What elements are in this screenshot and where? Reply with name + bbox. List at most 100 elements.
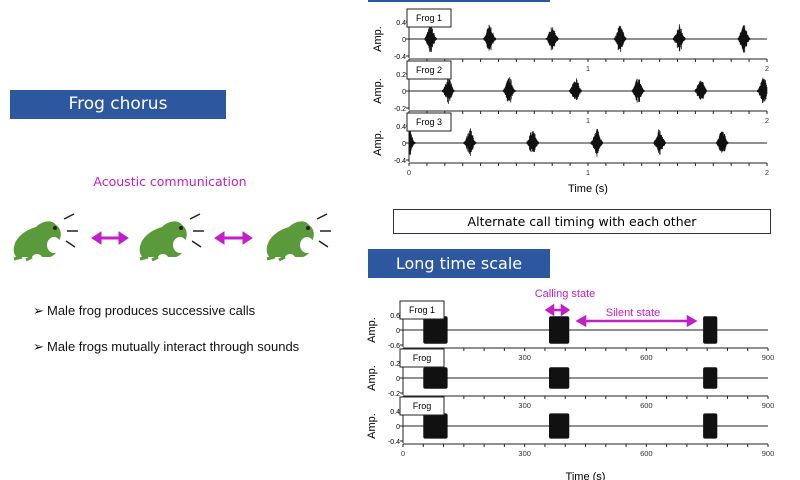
- bullet-marker-icon: ➢: [33, 303, 44, 318]
- bullet-marker-icon: ➢: [33, 339, 44, 354]
- calling-bout: [703, 367, 718, 389]
- y-tick-label: 0: [402, 37, 406, 44]
- frog-chorus-title: Frog chorus: [10, 90, 226, 119]
- frog-label: Frog 1: [416, 13, 442, 23]
- silent-state-label: Silent state: [606, 307, 660, 319]
- frog-row: [0, 205, 340, 265]
- call-burst: [483, 24, 496, 51]
- y-tick-label: -0.4: [388, 439, 400, 446]
- y-axis-label: Amp.: [372, 130, 384, 156]
- calling-bout: [703, 413, 718, 439]
- call-burst: [408, 129, 416, 155]
- call-burst: [672, 24, 686, 52]
- call-burst: [590, 128, 604, 157]
- y-tick-label: 0.4: [396, 20, 406, 27]
- frog-label: Frog 1: [409, 305, 435, 315]
- x-tick-label: 600: [640, 449, 653, 458]
- x-tick-label: 300: [518, 401, 531, 410]
- call-burst: [545, 27, 559, 51]
- y-axis-label: Amp.: [366, 317, 378, 343]
- frog-label: Frog 3: [416, 117, 442, 127]
- bullet-text: Male frog produces successive calls: [47, 303, 256, 318]
- frog-label-box: Frog: [399, 396, 445, 416]
- call-burst: [631, 78, 645, 103]
- x-tick-label: 1: [586, 168, 590, 177]
- call-burst: [441, 76, 455, 104]
- y-tick-label: 0.6: [390, 313, 400, 320]
- x-tick-label: 900: [762, 353, 775, 362]
- calling-state-arrow-icon: [544, 303, 571, 317]
- calling-bout: [549, 316, 570, 344]
- x-tick-label: 1: [586, 64, 590, 73]
- y-tick-label: 0: [396, 328, 400, 335]
- frog-label-border: [406, 112, 452, 132]
- y-tick-label: 0.4: [390, 409, 400, 416]
- bullet-item: ➢ Male frog produces successive calls: [33, 303, 255, 319]
- call-burst: [613, 25, 627, 52]
- silent-state-arrow-icon: [575, 314, 698, 328]
- frog-label-border: [399, 348, 445, 368]
- y-tick-label: 0: [402, 141, 406, 148]
- x-tick-label: 600: [640, 401, 653, 410]
- y-tick-label: -0.2: [388, 391, 400, 398]
- calling-bout: [703, 316, 718, 344]
- alternate-call-timing-box: Alternate call timing with each other: [393, 209, 771, 234]
- x-tick-label: 1: [586, 116, 590, 125]
- frog-label: Frog: [413, 401, 432, 411]
- call-burst: [653, 129, 666, 155]
- frog-icon: [13, 213, 78, 262]
- frog-label-border: [399, 396, 445, 416]
- frog-label-box: Frog 1: [406, 8, 452, 28]
- long-time-scale-title: Long time scale: [368, 249, 550, 278]
- x-tick-label: 2: [765, 168, 769, 177]
- calling-bout: [549, 367, 570, 389]
- x-tick-label: 300: [518, 449, 531, 458]
- x-tick-label: 600: [640, 353, 653, 362]
- y-tick-label: -0.4: [394, 54, 406, 61]
- x-axis-label: Time (s): [566, 471, 606, 480]
- bullet-item: ➢ Male frogs mutually interact through so…: [33, 339, 299, 355]
- y-tick-label: 0: [396, 424, 400, 431]
- y-tick-label: 0.4: [396, 124, 406, 131]
- x-tick-label: 300: [518, 353, 531, 362]
- x-tick-label: 900: [762, 449, 775, 458]
- call-burst: [502, 77, 516, 103]
- y-tick-label: -0.4: [394, 158, 406, 165]
- call-burst: [463, 128, 477, 156]
- frog-label: Frog: [413, 353, 432, 363]
- y-axis-label: Amp.: [366, 365, 378, 391]
- y-tick-label: 0: [396, 376, 400, 383]
- x-tick-label: 0: [407, 168, 411, 177]
- y-tick-label: 0.2: [390, 361, 400, 368]
- call-burst: [737, 25, 751, 53]
- calling-state-label: Calling state: [535, 288, 596, 300]
- acoustic-communication-label: Acoustic communication: [93, 174, 247, 189]
- calling-bout: [423, 413, 448, 439]
- x-tick-label: 900: [762, 401, 775, 410]
- frog-label-box: Frog: [399, 348, 445, 368]
- calling-bout: [423, 316, 448, 344]
- double-arrow-icon: [214, 231, 253, 245]
- frog-label-box: Frog 3: [406, 112, 452, 132]
- frog-label-border: [406, 60, 452, 80]
- call-burst: [757, 77, 768, 103]
- long-time-scale-chart: 0.6 0 -0.6 Amp. Frog 1 0 300 600 900 0.2 0 -0.2 Amp.…: [366, 288, 775, 480]
- x-axis-label: Time (s): [568, 183, 608, 195]
- y-axis-label: Amp.: [372, 78, 384, 104]
- frog-label-border: [399, 300, 445, 320]
- top-title-box: [368, 0, 550, 2]
- calling-bout: [549, 413, 570, 439]
- frog-label-box: Frog 2: [406, 60, 452, 80]
- call-burst: [526, 131, 539, 153]
- y-tick-label: 0: [402, 89, 406, 96]
- frog-label-box: Frog 1: [399, 300, 445, 320]
- call-burst: [715, 131, 729, 153]
- y-tick-label: -0.6: [388, 343, 400, 350]
- y-axis-label: Amp.: [366, 413, 378, 439]
- y-tick-label: -0.2: [394, 106, 406, 113]
- frog-icon: [139, 213, 204, 262]
